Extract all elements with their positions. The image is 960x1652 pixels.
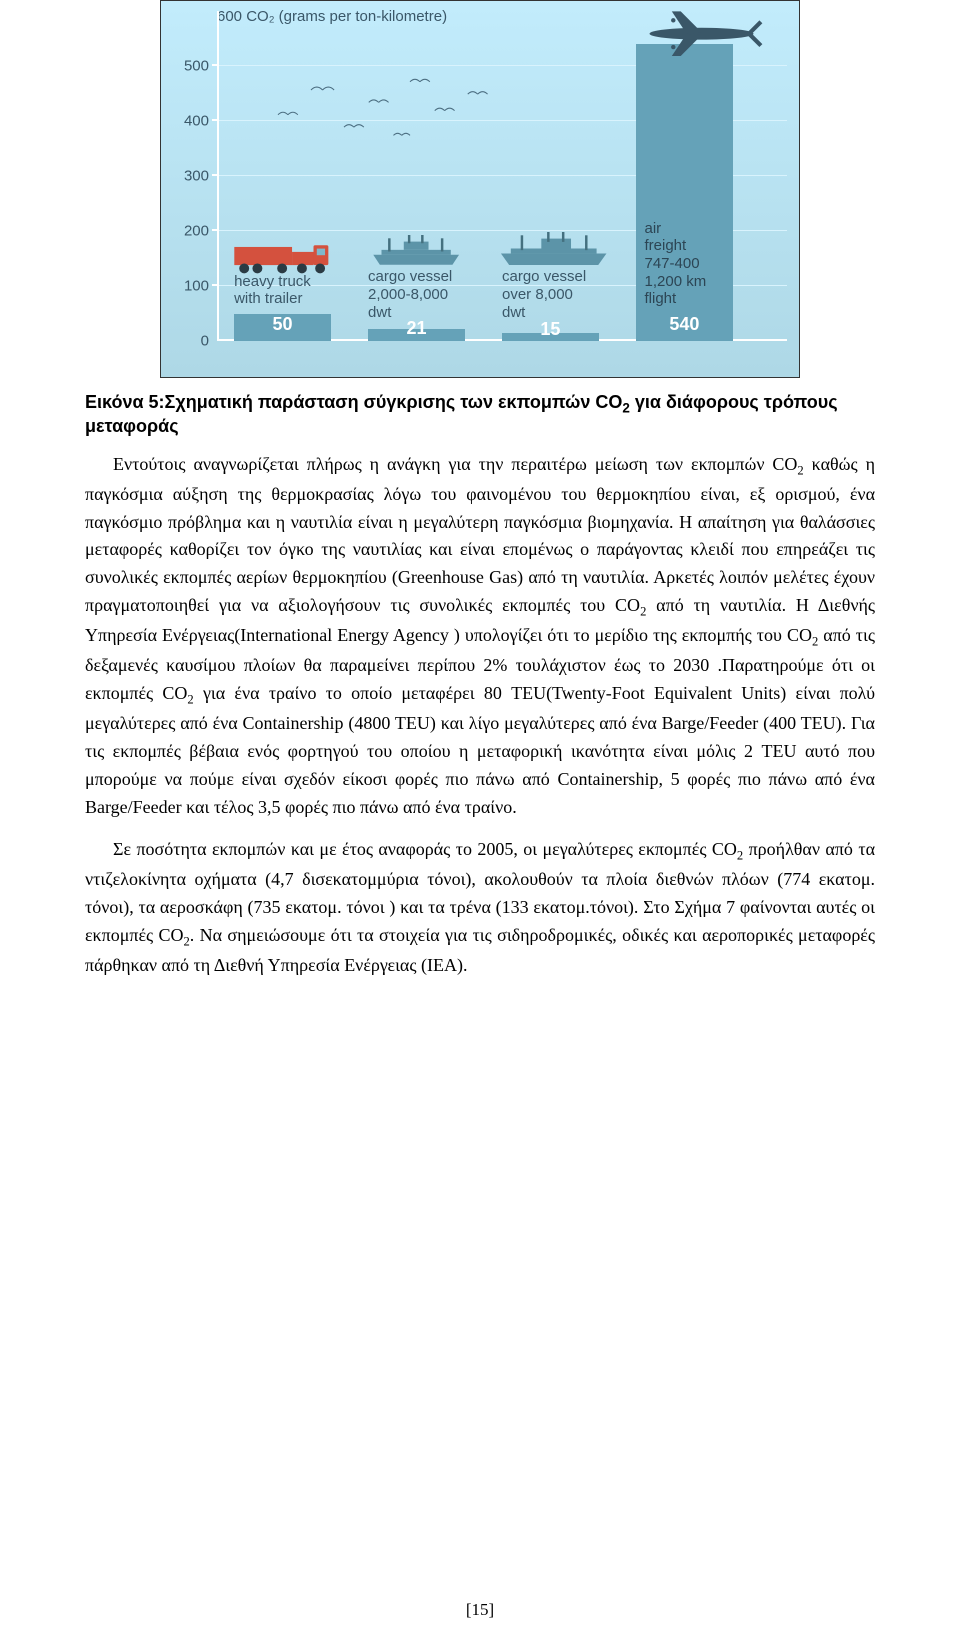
caption-prefix: Εικόνα 5:: [85, 392, 165, 412]
ship-large-icon: [491, 232, 616, 268]
bar-label-heavy-truck: heavy truck with trailer: [234, 273, 342, 308]
bar-label-cargo-large: cargo vessel over 8,000 dwt: [502, 268, 610, 321]
ylabel-0: 0: [201, 333, 217, 350]
y-axis-line: [217, 11, 219, 341]
paragraph-1: Εντούτοις αναγνωρίζεται πλήρως η ανάγκη …: [85, 451, 875, 822]
bar-heavy-truck: 50: [234, 314, 331, 341]
bar-label-air-freight: air freight 747-400 1,200 km flight: [645, 220, 742, 308]
ylabel-200: 200: [184, 223, 217, 240]
bar-value-heavy-truck: 50: [234, 314, 331, 335]
caption-sub: 2: [622, 401, 630, 416]
ylabel-400: 400: [184, 113, 217, 130]
figure-caption: Εικόνα 5:Σχηματική παράσταση σύγκρισης τ…: [85, 392, 875, 437]
truck-icon: [228, 242, 336, 275]
caption-text-1: Σχηματική παράσταση σύγκρισης των εκπομπ…: [165, 392, 623, 412]
bar-cargo-large: 15: [502, 333, 599, 341]
birds-icon: [251, 57, 536, 156]
ylabel-300: 300: [184, 168, 217, 185]
page-number: [15]: [0, 1600, 960, 1620]
bar-value-air-freight: 540: [636, 314, 733, 335]
ship-small-icon: [362, 235, 470, 268]
bar-label-cargo-small: cargo vessel 2,000-8,000 dwt: [368, 268, 476, 321]
y-axis-title: 600 CO₂ (grams per ton-kilometre): [217, 8, 447, 25]
chart-plot-area: 600 CO₂ (grams per ton-kilometre) 500 40…: [217, 11, 787, 341]
bar-cargo-small: 21: [368, 329, 465, 341]
paragraph-2: Σε ποσότητα εκπομπών και με έτος αναφορά…: [85, 836, 875, 980]
airplane-icon: [616, 4, 787, 63]
ylabel-500: 500: [184, 58, 217, 75]
ylabel-100: 100: [184, 278, 217, 295]
bar-value-cargo-large: 15: [502, 319, 599, 340]
co2-chart: 600 CO₂ (grams per ton-kilometre) 500 40…: [160, 0, 800, 378]
